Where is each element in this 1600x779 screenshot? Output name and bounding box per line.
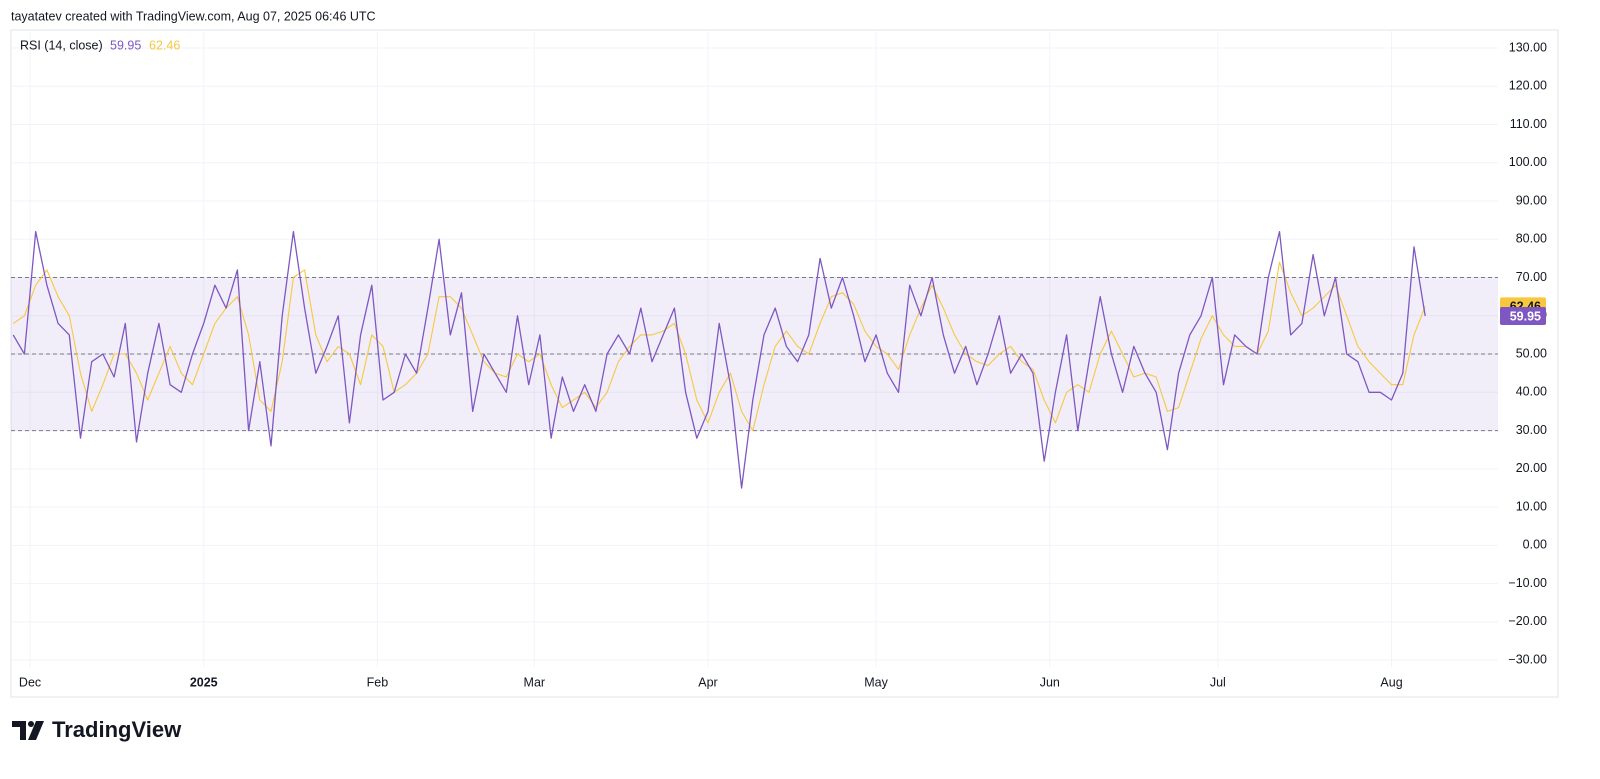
x-tick-label: Feb: [367, 675, 389, 689]
x-tick-label: Aug: [1380, 675, 1402, 689]
price-badge: [1500, 306, 1546, 325]
y-tick-label: 50.00: [1516, 346, 1547, 360]
rsi-ma-line: [12, 261, 1426, 432]
y-tick-label: 0.00: [1523, 538, 1547, 552]
y-tick-label: 30.00: [1516, 423, 1547, 437]
legend-ma: 62.46: [149, 38, 180, 52]
legend-title: RSI (14, close): [20, 38, 103, 52]
y-tick-label: 80.00: [1516, 232, 1547, 246]
rsi-line: [12, 230, 1426, 489]
y-tick-label: −20.00: [1508, 614, 1547, 628]
pane-border: [10, 29, 1559, 698]
x-tick-label: Jul: [1210, 675, 1226, 689]
y-tick-label: 120.00: [1509, 79, 1547, 93]
logo-icon: [12, 721, 44, 740]
y-tick-label: 10.00: [1516, 499, 1547, 513]
x-tick-label: May: [864, 675, 888, 689]
x-tick-label: 2025: [190, 675, 218, 689]
x-tick-label: Apr: [698, 675, 717, 689]
y-tick-label: 70.00: [1516, 270, 1547, 284]
y-tick-label: 20.00: [1516, 461, 1547, 475]
price-badge-label: 59.95: [1510, 309, 1541, 323]
y-tick-label: 130.00: [1509, 40, 1547, 54]
legend-rsi: 59.95: [110, 38, 141, 52]
logo-text: TradingView: [52, 717, 182, 742]
header: tayatatev created with TradingView.com, …: [11, 9, 376, 23]
y-tick-label: −10.00: [1508, 576, 1547, 590]
y-tick-label: 110.00: [1510, 117, 1547, 131]
x-tick-label: Dec: [19, 675, 41, 689]
y-tick-label: 40.00: [1516, 385, 1547, 399]
x-tick-label: Mar: [524, 675, 546, 689]
y-tick-label: −30.00: [1508, 652, 1547, 666]
plot: [11, 30, 1498, 667]
y-tick-label: 90.00: [1516, 193, 1547, 207]
y-tick-label: 100.00: [1509, 155, 1547, 169]
x-tick-label: Jun: [1040, 675, 1060, 689]
